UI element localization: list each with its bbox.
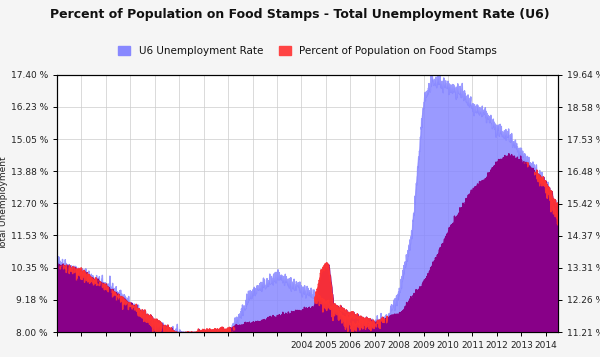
Legend: U6 Unemployment Rate, Percent of Population on Food Stamps: U6 Unemployment Rate, Percent of Populat… — [113, 42, 502, 60]
Text: Percent of Population on Food Stamps - Total Unemployment Rate (U6): Percent of Population on Food Stamps - T… — [50, 8, 550, 21]
Y-axis label: Total Unemployment: Total Unemployment — [0, 157, 8, 250]
